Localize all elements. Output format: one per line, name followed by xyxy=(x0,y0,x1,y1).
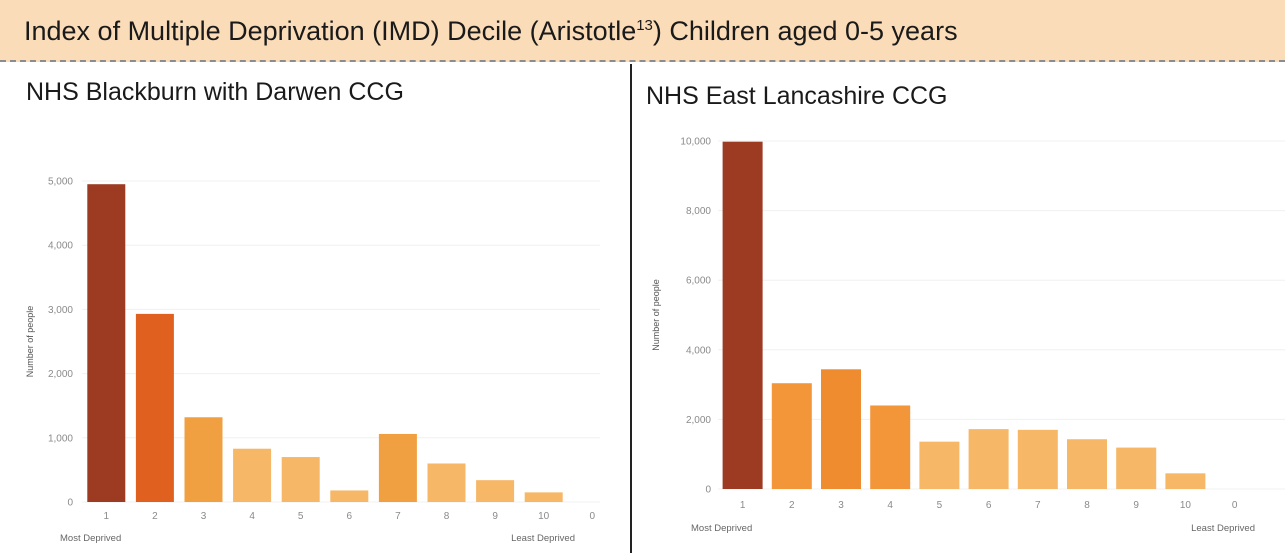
bar xyxy=(378,433,417,502)
header-title-main: Index of Multiple Deprivation (IMD) Deci… xyxy=(24,16,637,46)
x-tick-label: 10 xyxy=(1180,500,1192,511)
x-tick-label: 2 xyxy=(789,500,795,511)
x-tick-label: 7 xyxy=(395,511,401,522)
header-banner: Index of Multiple Deprivation (IMD) Deci… xyxy=(0,0,1285,62)
bar xyxy=(919,441,960,489)
x-tick-label: 0 xyxy=(1232,500,1238,511)
bar xyxy=(870,405,911,489)
y-tick-label: 8,000 xyxy=(686,206,711,217)
bar xyxy=(87,184,126,502)
x-tick-label: 10 xyxy=(538,511,550,522)
header-title-rest: ) Children aged 0-5 years xyxy=(652,16,958,46)
bar xyxy=(476,480,515,502)
x-tick-label: 1 xyxy=(740,500,746,511)
bar xyxy=(427,463,466,502)
y-tick-label: 10,000 xyxy=(680,137,711,148)
bar xyxy=(968,429,1009,489)
bar xyxy=(233,448,272,502)
right-chart-title: NHS East Lancashire CCG xyxy=(646,82,948,110)
bar xyxy=(771,383,812,489)
x-tick-label: 8 xyxy=(1084,500,1090,511)
y-tick-label: 4,000 xyxy=(686,345,711,356)
y-tick-label: 0 xyxy=(705,485,711,496)
y-tick-label: 4,000 xyxy=(48,241,73,252)
most-deprived-note: Most Deprived xyxy=(60,533,121,544)
y-tick-label: 5,000 xyxy=(48,177,73,188)
x-tick-label: 4 xyxy=(887,500,893,511)
bar xyxy=(1165,473,1206,489)
y-tick-label: 2,000 xyxy=(48,369,73,380)
y-tick-label: 3,000 xyxy=(48,305,73,316)
bar xyxy=(1116,447,1157,489)
least-deprived-note: Least Deprived xyxy=(511,533,575,544)
header-title: Index of Multiple Deprivation (IMD) Deci… xyxy=(24,16,958,47)
x-tick-label: 8 xyxy=(444,511,450,522)
panel-divider xyxy=(630,64,632,553)
x-tick-label: 3 xyxy=(838,500,844,511)
x-tick-label: 5 xyxy=(298,511,304,522)
bar xyxy=(722,141,763,490)
x-tick-label: 4 xyxy=(249,511,255,522)
x-tick-label: 9 xyxy=(492,511,498,522)
x-tick-label: 1 xyxy=(104,511,110,522)
y-tick-label: 6,000 xyxy=(686,276,711,287)
y-tick-label: 1,000 xyxy=(48,433,73,444)
bar xyxy=(1017,429,1058,489)
y-axis-label: Number of people xyxy=(651,279,661,351)
y-axis-label: Number of people xyxy=(25,306,35,378)
x-tick-label: 6 xyxy=(347,511,353,522)
x-tick-label: 6 xyxy=(986,500,992,511)
y-tick-label: 0 xyxy=(67,498,73,509)
left-chart-title: NHS Blackburn with Darwen CCG xyxy=(26,78,404,106)
bar xyxy=(184,417,223,502)
bar xyxy=(281,457,320,502)
x-tick-label: 7 xyxy=(1035,500,1041,511)
x-tick-label: 0 xyxy=(590,511,596,522)
bar xyxy=(330,490,369,502)
right-bar-chart: 0 2,000 4,000 6,000 8,000 10,000 Number of peo… xyxy=(651,137,1285,534)
bar xyxy=(1067,439,1107,489)
x-tick-label: 9 xyxy=(1133,500,1139,511)
y-tick-label: 2,000 xyxy=(686,415,711,426)
bar xyxy=(135,313,174,502)
least-deprived-note: Least Deprived xyxy=(1191,523,1255,534)
most-deprived-note: Most Deprived xyxy=(691,523,752,534)
header-title-sup: 13 xyxy=(636,17,653,34)
bar xyxy=(524,492,563,502)
x-tick-label: 5 xyxy=(937,500,943,511)
x-tick-label: 2 xyxy=(152,511,158,522)
left-bar-chart: 0 1,000 2,000 3,000 4,000 5,000 Number of peop… xyxy=(25,177,600,544)
x-tick-label: 3 xyxy=(201,511,207,522)
bar xyxy=(821,369,861,489)
